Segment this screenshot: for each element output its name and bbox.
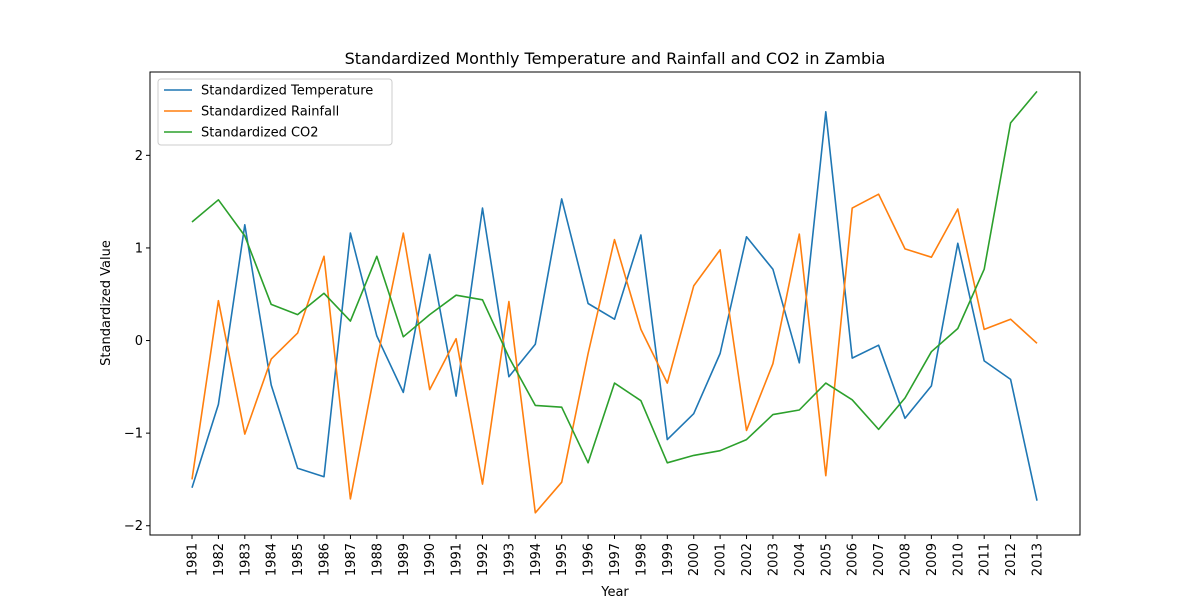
x-tick-label: 2003 xyxy=(766,543,781,576)
legend-label-3: Standardized CO2 xyxy=(201,126,319,141)
x-tick-label: 2010 xyxy=(951,543,966,576)
legend: Standardized Temperature Standardized Rai… xyxy=(157,78,393,146)
x-tick-label: 1993 xyxy=(502,543,517,576)
legend-label-1: Standardized Temperature xyxy=(201,84,373,99)
plot-area xyxy=(191,90,1038,514)
x-tick-label: 1981 xyxy=(186,543,201,576)
y-tick-label: 1 xyxy=(135,241,143,256)
x-tick-label: 1999 xyxy=(661,543,676,576)
x-tick-label: 2001 xyxy=(714,543,729,576)
x-tick-label: 1992 xyxy=(476,543,491,576)
x-tick-label: 1987 xyxy=(344,543,359,576)
x-tick-label: 2005 xyxy=(819,543,834,576)
y-tick-label: 2 xyxy=(135,149,143,164)
x-tick-label: 2002 xyxy=(740,543,755,576)
x-tick-label: 1988 xyxy=(370,543,385,576)
x-tick-label: 2009 xyxy=(925,543,940,576)
y-tick-label: 0 xyxy=(135,334,143,349)
x-tick-label: 1997 xyxy=(608,543,623,576)
x-tick-label: 2008 xyxy=(898,543,913,576)
y-tick-label: −1 xyxy=(124,427,143,442)
x-tick-label: 2000 xyxy=(687,543,702,576)
x-tick-label: 1996 xyxy=(582,543,597,576)
x-tick-label: 2011 xyxy=(978,543,993,576)
series-line-1 xyxy=(191,111,1038,501)
x-tick-label: 2013 xyxy=(1031,543,1046,576)
series-line-3 xyxy=(191,90,1038,464)
x-tick-label: 2007 xyxy=(872,543,887,576)
x-axis-title: Year xyxy=(600,585,629,600)
x-tick-label: 1985 xyxy=(291,543,306,576)
x-tick-label: 1984 xyxy=(265,543,280,576)
x-tick-label: 2006 xyxy=(846,543,861,576)
legend-label-2: Standardized Rainfall xyxy=(201,105,339,120)
x-tick-label: 1982 xyxy=(212,543,227,576)
x-tick-label: 2004 xyxy=(793,543,808,576)
axes: −2 −1 0 1 2 1981 1982 1983 1984 1985 1986 1987 1988 1… xyxy=(124,71,1081,576)
legend-box xyxy=(157,78,393,146)
series-line-2 xyxy=(191,193,1038,514)
y-tick-label: −2 xyxy=(124,519,143,534)
x-tick-label: 1998 xyxy=(634,543,649,576)
x-tick-label: 1986 xyxy=(318,543,333,576)
x-tick-label: 1990 xyxy=(423,543,438,576)
x-tick-label: 1991 xyxy=(450,543,465,576)
chart-title: Standardized Monthly Temperature and Rai… xyxy=(345,49,886,68)
x-tick-label: 1989 xyxy=(397,543,412,576)
x-tick-label: 1995 xyxy=(555,543,570,576)
x-tick-label: 1983 xyxy=(238,543,253,576)
y-axis-title: Standardized Value xyxy=(99,240,114,366)
x-tick-label: 1994 xyxy=(529,543,544,576)
x-tick-label: 2012 xyxy=(1004,543,1019,576)
